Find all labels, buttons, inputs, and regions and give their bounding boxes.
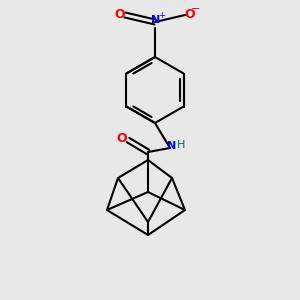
- Text: O: O: [117, 131, 127, 145]
- Text: O: O: [185, 8, 195, 20]
- Text: +: +: [159, 11, 165, 20]
- Text: H: H: [177, 140, 185, 150]
- Text: O: O: [115, 8, 125, 20]
- Text: N: N: [167, 141, 177, 151]
- Text: N: N: [152, 15, 160, 25]
- Text: −: −: [191, 4, 201, 14]
